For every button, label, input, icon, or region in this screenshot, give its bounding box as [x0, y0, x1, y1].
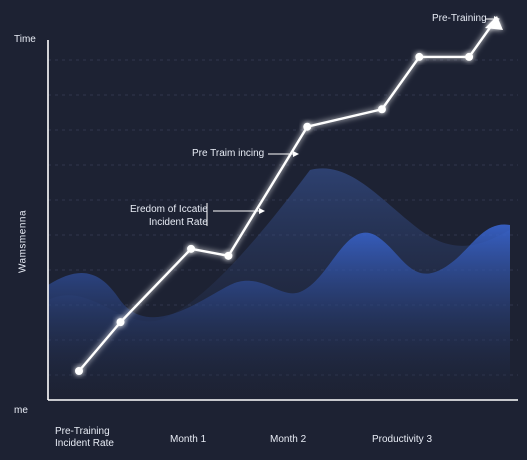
data-point-5	[377, 105, 386, 114]
series-points	[75, 52, 474, 375]
x-tick-label-month-2: Month 2	[270, 434, 307, 445]
data-point-0	[75, 367, 83, 375]
y-axis-title: Wamsmenna	[17, 209, 29, 274]
annotation-pre-traim-incing: Pre Traim incing	[192, 148, 265, 159]
annotation-pre-training: Pre-Training	[432, 13, 487, 24]
data-point-2	[187, 244, 196, 253]
arrowhead-pre-training	[494, 16, 500, 22]
y-axis-bottom-label: me	[14, 405, 28, 416]
x-tick-label-month-1: Month 1	[170, 434, 207, 445]
data-point-4	[303, 122, 312, 131]
data-point-7	[465, 52, 474, 61]
arrowhead-month-two	[293, 151, 299, 157]
annotation-incident-rate: Eredom of Iccatie Incident Rate	[130, 204, 208, 228]
data-point-3	[224, 251, 233, 260]
x-tick-label-productivity-3: Productivity 3	[372, 434, 433, 445]
x-tick-label-pre-training: Pre-Training Incident Rate	[55, 426, 114, 449]
foreground-wave	[48, 224, 510, 400]
y-axis-top-label: Time	[14, 34, 36, 45]
data-point-6	[415, 52, 424, 61]
annotation-arrows	[206, 16, 500, 226]
arrowhead-incident	[259, 208, 265, 214]
data-point-1	[116, 318, 125, 327]
